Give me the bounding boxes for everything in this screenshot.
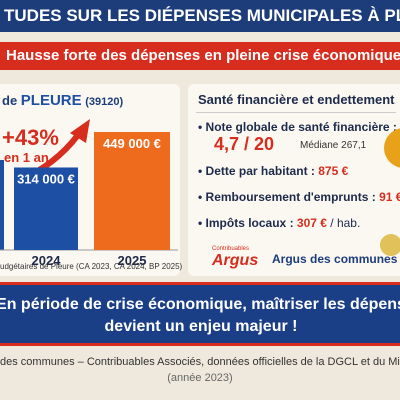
title: TUDES SUR LES DIÉPENSES MUNICIPALES À PL — [0, 0, 400, 32]
bar — [94, 132, 170, 250]
source: udgétaires de Pleure (CA 2023, CA 2024, … — [0, 262, 183, 271]
growth-period: en 1 an — [4, 150, 49, 165]
item: • Remboursement d'emprunts : 91 € / h — [198, 190, 400, 204]
item-value: 307 € — [296, 216, 327, 230]
banner: En période de crise économique, maîtrise… — [0, 282, 400, 346]
item-label: Dette par habitant : — [205, 164, 315, 178]
left-heading: de PLEURE (39120) — [2, 92, 123, 109]
item: • Note globale de santé financière : — [198, 120, 397, 134]
growth: +43% — [2, 125, 59, 150]
item: • Dette par habitant : 875 € — [198, 164, 349, 178]
heading-name: PLEURE — [20, 92, 82, 109]
heading-code: (39120) — [85, 96, 124, 108]
arrow-head — [70, 119, 90, 143]
cut-bar — [0, 160, 4, 250]
heading-prefix: de — [2, 93, 18, 108]
year-label: 2025 — [118, 253, 147, 268]
banner-line: En période de crise économique, maîtrise… — [0, 296, 400, 313]
bar-chart: 314 000 € 2024 449 000 € 2025 — [0, 119, 178, 268]
footer: des communes – Contribuables Associés, d… — [0, 354, 400, 386]
bar-label: 449 000 € — [103, 136, 161, 151]
bar-label: 314 000 € — [17, 171, 75, 186]
item: • Impôts locaux : 307 € / hab. — [198, 216, 361, 230]
logo-text: Argus des communes — [272, 252, 398, 266]
subtitle: Hausse forte des dépenses en pleine cris… — [0, 42, 400, 70]
right-heading: Santé financière et endettement — [198, 92, 395, 107]
divider — [196, 112, 396, 113]
logo-small: Contribuables — [212, 246, 250, 252]
right-panel — [188, 84, 400, 276]
item-note: Médiane 267,1 — [300, 140, 367, 151]
item-label: Impôts locaux : — [205, 216, 294, 230]
footer-line: des communes – Contribuables Associés, d… — [0, 356, 400, 368]
year-label: 2024 — [32, 253, 62, 268]
logo: Contribuables Argus — [212, 246, 258, 270]
item-value: 91 € / h — [379, 190, 400, 204]
banner-line: devient un enjeu majeur ! — [104, 318, 298, 335]
item-note: / hab. — [330, 216, 361, 230]
item-label: Remboursement d'emprunts : — [205, 190, 376, 204]
footer-line: (année 2023) — [167, 372, 233, 384]
item-value: 875 € — [318, 164, 349, 178]
bar — [14, 167, 78, 250]
coin — [380, 234, 400, 256]
item-value: 4,7 / 20 — [214, 134, 275, 154]
item-label: Note globale de santé financière : — [205, 120, 397, 134]
gauge — [384, 128, 400, 168]
logo-big: Argus — [212, 252, 259, 269]
